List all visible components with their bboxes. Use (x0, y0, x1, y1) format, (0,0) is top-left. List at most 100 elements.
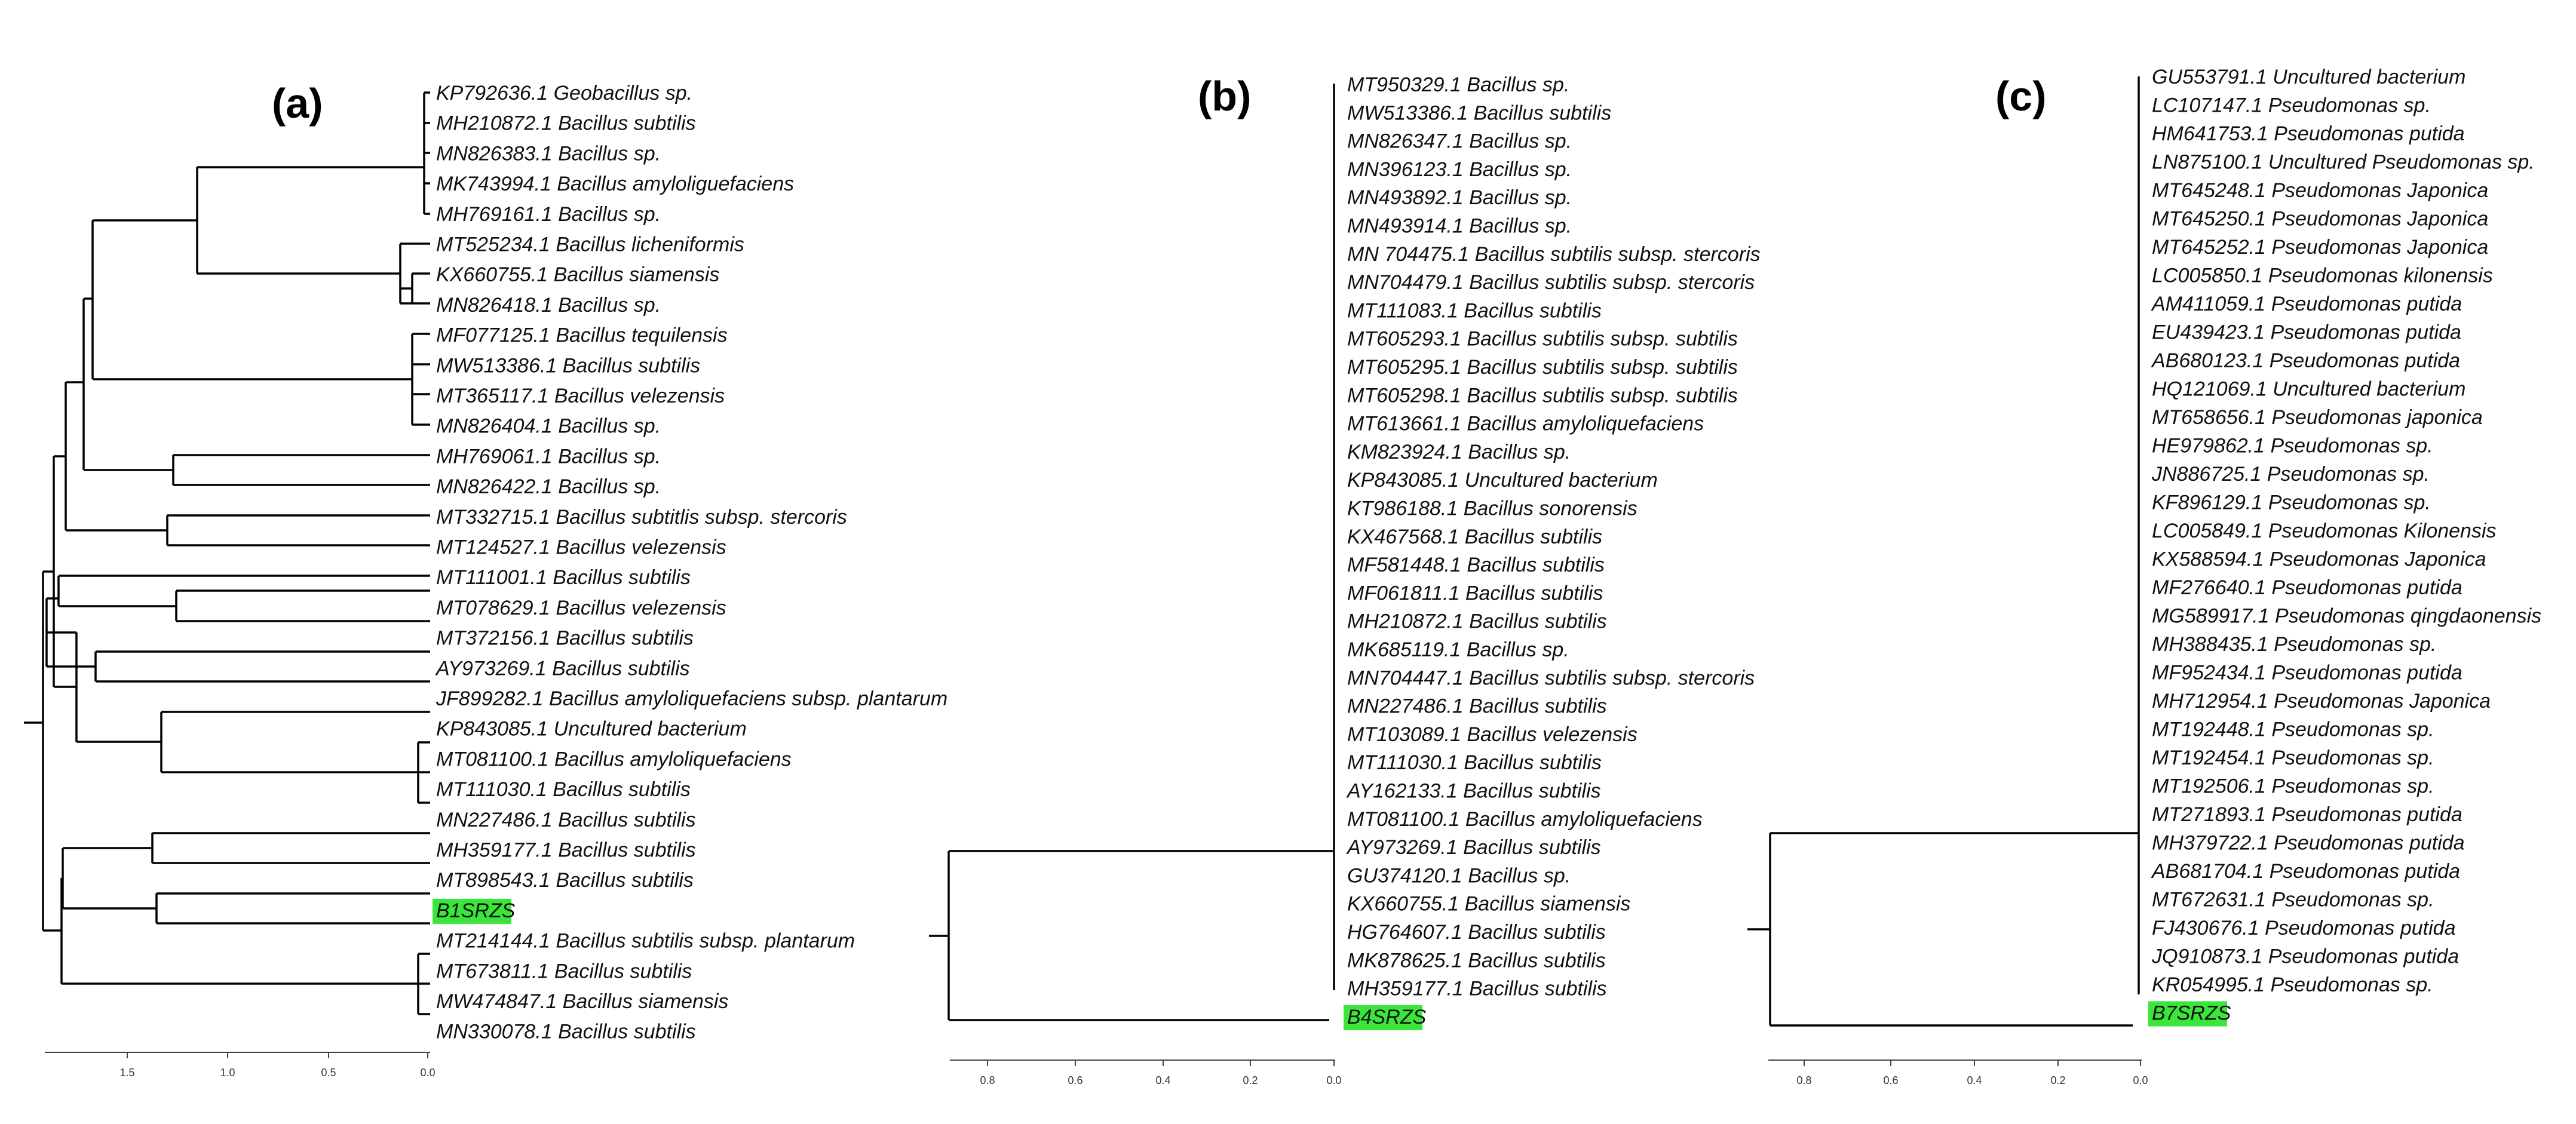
panel-a-leaf: MT214144.1 Bacillus subtilis subsp. plan… (436, 930, 855, 953)
panel-c-leaf: LC005849.1 Pseudomonas Kilonensis (2152, 520, 2497, 542)
panel-c-tick: 0.8 (1796, 1074, 1811, 1086)
panel-b-tree: (b) MT950329.1 Bacillus sp. MW513386.1 Ba… (929, 73, 1761, 1086)
panel-a-leaf: KP843085.1 Uncultured bacterium (436, 718, 747, 741)
panel-b-scale-axis: 0.8 0.6 0.4 0.2 0.0 (950, 1059, 1342, 1086)
panel-c-leaf: KR054995.1 Pseudomonas sp. (2152, 973, 2433, 996)
panel-c-leaf: MH388435.1 Pseudomonas sp. (2152, 633, 2436, 656)
panel-b-leaf: MN826347.1 Bacillus sp. (1347, 130, 1572, 153)
panel-c-leaf: AB681704.1 Pseudomonas putida (2151, 860, 2460, 883)
panel-b-leaf: KX467568.1 Bacillus subtilis (1347, 526, 1602, 548)
panel-b-leaf: MT605293.1 Bacillus subtilis subsp. subt… (1347, 328, 1738, 351)
panel-b-tick: 0.4 (1155, 1074, 1170, 1086)
panel-c-tick: 0.0 (2133, 1074, 2148, 1086)
panel-c-leaf: MT672631.1 Pseudomonas sp. (2152, 889, 2434, 911)
panel-c-tick: 0.2 (2050, 1074, 2065, 1086)
panel-c-leaf: AM411059.1 Pseudomonas putida (2151, 293, 2462, 315)
panel-a-scale-axis: 1.5 1.0 0.5 0.0 (45, 1052, 436, 1079)
panel-c-tree: (c) GU553791.1 Uncultured bacterium LC107… (1747, 66, 2541, 1086)
panel-b-leaf: AY162133.1 Bacillus subtilis (1346, 780, 1601, 803)
panel-a-leaf: MK743994.1 Bacillus amyloliguefaciens (436, 173, 794, 195)
panel-a-tick: 0.0 (420, 1067, 435, 1079)
panel-b-leaf: MT605295.1 Bacillus subtilis subsp. subt… (1347, 356, 1738, 379)
panel-a-query-leaf: B1SRZS (436, 899, 516, 922)
panel-b-leaf: MN704479.1 Bacillus subtilis subsp. ster… (1347, 271, 1755, 294)
panel-a-leaf: MT332715.1 Bacillus subtitlis subsp. ste… (436, 506, 847, 529)
panel-b-tick: 0.0 (1326, 1074, 1341, 1086)
panel-b-leaf: GU374120.1 Bacillus sp. (1347, 864, 1571, 887)
panel-b-leaf: KP843085.1 Uncultured bacterium (1347, 469, 1658, 492)
panel-a-leaf: MH210872.1 Bacillus subtilis (436, 112, 696, 135)
panel-b-leaf: MW513386.1 Bacillus subtilis (1347, 102, 1611, 124)
panel-c-highlight-box (2148, 1001, 2227, 1027)
panel-c-leaf: MG589917.1 Pseudomonas qingdaonensis (2152, 605, 2541, 628)
panel-b-tick: 0.2 (1243, 1074, 1258, 1086)
panel-b-leaf: MF581448.1 Bacillus subtilis (1347, 554, 1605, 576)
panel-c-leaf: FJ430676.1 Pseudomonas putida (2152, 917, 2455, 939)
panel-a-leaf: MN826404.1 Bacillus sp. (436, 415, 661, 438)
panel-c-leaf: LC107147.1 Pseudomonas sp. (2152, 94, 2431, 117)
panel-c-scale-axis: 0.8 0.6 0.4 0.2 0.0 (1768, 1059, 2148, 1086)
panel-a-leaf: MF077125.1 Bacillus tequilensis (436, 324, 728, 347)
panel-b-tick: 0.6 (1068, 1074, 1082, 1086)
panel-c-query-leaf: B7SRZS (2152, 1002, 2231, 1025)
panel-c-leaf: HE979862.1 Pseudomonas sp. (2152, 435, 2433, 457)
panel-a-branches (24, 91, 430, 1015)
panel-b-leaf: MN493914.1 Bacillus sp. (1347, 215, 1572, 238)
panel-a-tick: 0.5 (321, 1067, 336, 1079)
panel-c-leaf: EU439423.1 Pseudomonas putida (2152, 321, 2461, 344)
panel-c-leaf: MF952434.1 Pseudomonas putida (2152, 662, 2462, 684)
panel-b-leaf: MT111030.1 Bacillus subtilis (1347, 751, 1602, 774)
panel-c-leaf: MT645248.1 Pseudomonas Japonica (2152, 179, 2488, 202)
panel-c-leaf: GU553791.1 Uncultured bacterium (2152, 66, 2465, 88)
panel-c-leaf: MT271893.1 Pseudomonas putida (2152, 803, 2462, 826)
panel-a-leaf: MT365117.1 Bacillus velezensis (436, 385, 725, 407)
panel-a-tick: 1.0 (220, 1067, 235, 1079)
panel-b-leaf: MN493892.1 Bacillus sp. (1347, 186, 1572, 209)
panel-c-leaf: MT658656.1 Pseudomonas japonica (2152, 406, 2483, 429)
panel-c-label: (c) (1995, 73, 2047, 119)
panel-b-highlight-box (1344, 1005, 1422, 1030)
panel-a-leaf: MN826383.1 Bacillus sp. (436, 142, 661, 165)
panel-b-branches (929, 84, 1335, 1021)
panel-a-leaf: MT372156.1 Bacillus subtilis (436, 627, 694, 650)
panel-c-leaf: MT645252.1 Pseudomonas Japonica (2152, 236, 2488, 259)
panel-a-leaf: JF899282.1 Bacillus amyloliquefaciens su… (436, 687, 947, 710)
panel-c-leaf: MH379722.1 Pseudomonas putida (2152, 832, 2465, 855)
panel-a-leaf: MT124527.1 Bacillus velezensis (436, 536, 726, 559)
panel-a-tree: (a) KP792636.1 Geobacillus sp. MH210872.1… (24, 80, 947, 1079)
panel-b-leaf: MT605298.1 Bacillus subtilis subsp. subt… (1347, 384, 1738, 407)
panel-b-leaf: MT103089.1 Bacillus velezensis (1347, 723, 1637, 746)
panel-c-branches (1747, 76, 2140, 1027)
panel-c-leaf: AB680123.1 Pseudomonas putida (2151, 349, 2460, 372)
panel-c-leaf: MT192448.1 Pseudomonas sp. (2152, 718, 2434, 741)
panel-b-leaf: MN396123.1 Bacillus sp. (1347, 158, 1572, 181)
panel-c-leaf: LN875100.1 Uncultured Pseudomonas sp. (2152, 151, 2535, 174)
panel-c-tick: 0.6 (1883, 1074, 1898, 1086)
panel-b-leaf-labels: MT950329.1 Bacillus sp. MW513386.1 Bacill… (1344, 73, 1761, 1030)
panel-a-leaf: MH769061.1 Bacillus sp. (436, 445, 661, 468)
panel-a-leaf: MT111001.1 Bacillus subtilis (436, 566, 691, 589)
panel-a-leaf-labels: KP792636.1 Geobacillus sp. MH210872.1 Bac… (433, 82, 947, 1043)
panel-c-leaf: MT645250.1 Pseudomonas Japonica (2152, 208, 2488, 231)
panel-b-leaf: MH210872.1 Bacillus subtilis (1347, 610, 1607, 633)
panel-a-leaf: MN826422.1 Bacillus sp. (436, 475, 661, 498)
panel-b-leaf: MN227486.1 Bacillus subtilis (1347, 695, 1607, 718)
panel-b-leaf: MK685119.1 Bacillus sp. (1347, 638, 1569, 661)
panel-b-leaf: HG764607.1 Bacillus subtilis (1347, 921, 1606, 944)
panel-a-leaf: MH769161.1 Bacillus sp. (436, 203, 661, 226)
panel-b-leaf: MT950329.1 Bacillus sp. (1347, 73, 1569, 96)
panel-a-leaf: MH359177.1 Bacillus subtilis (436, 839, 696, 862)
panel-a-leaf: KX660755.1 Bacillus siamensis (436, 263, 719, 286)
panel-c-leaf: KX588594.1 Pseudomonas Japonica (2152, 548, 2486, 571)
panel-b-leaf: MN704447.1 Bacillus subtilis subsp. ster… (1347, 667, 1755, 689)
panel-b-leaf: MK878625.1 Bacillus subtilis (1347, 949, 1606, 972)
panel-c-leaf: JN886725.1 Pseudomonas sp. (2151, 463, 2430, 486)
panel-b-leaf: MT613661.1 Bacillus amyloliquefaciens (1347, 413, 1704, 435)
panel-b-leaf: MH359177.1 Bacillus subtilis (1347, 978, 1607, 1000)
panel-a-leaf: MT525234.1 Bacillus licheniformis (436, 234, 744, 256)
panel-c-leaf-labels: GU553791.1 Uncultured bacterium LC107147.… (2148, 66, 2541, 1027)
panel-a-leaf: KP792636.1 Geobacillus sp. (436, 82, 692, 105)
panel-c-leaf: MF276640.1 Pseudomonas putida (2152, 576, 2462, 599)
panel-c-leaf: MH712954.1 Pseudomonas Japonica (2152, 690, 2491, 713)
panel-b-label: (b) (1198, 73, 1251, 119)
